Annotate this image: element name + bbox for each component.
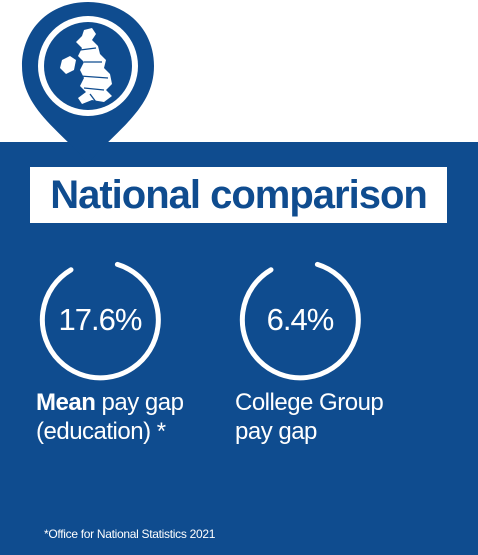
stat-caption: Mean pay gap (education) * bbox=[36, 388, 184, 446]
title-box: National comparison bbox=[30, 167, 447, 223]
stat-value: 6.4% bbox=[266, 302, 335, 337]
caption-bold: Mean bbox=[36, 389, 96, 416]
stat-college-pay-gap: 6.4% bbox=[236, 256, 364, 384]
footnote: *Office for National Statistics 2021 bbox=[44, 527, 216, 541]
uk-map-icon bbox=[60, 28, 112, 104]
ring-icon bbox=[39, 261, 161, 381]
caption-text: College Group bbox=[235, 389, 384, 416]
caption-text: pay gap bbox=[95, 389, 184, 416]
stat-mean-pay-gap: 17.6% bbox=[36, 256, 164, 384]
stat-value: 17.6% bbox=[58, 302, 143, 337]
stat-caption: College Group pay gap bbox=[235, 388, 384, 446]
caption-text: (education) * bbox=[36, 418, 166, 445]
map-pin-icon bbox=[22, 2, 154, 164]
page-title: National comparison bbox=[50, 172, 428, 217]
caption-text: pay gap bbox=[235, 418, 317, 445]
ring-icon bbox=[239, 261, 361, 381]
